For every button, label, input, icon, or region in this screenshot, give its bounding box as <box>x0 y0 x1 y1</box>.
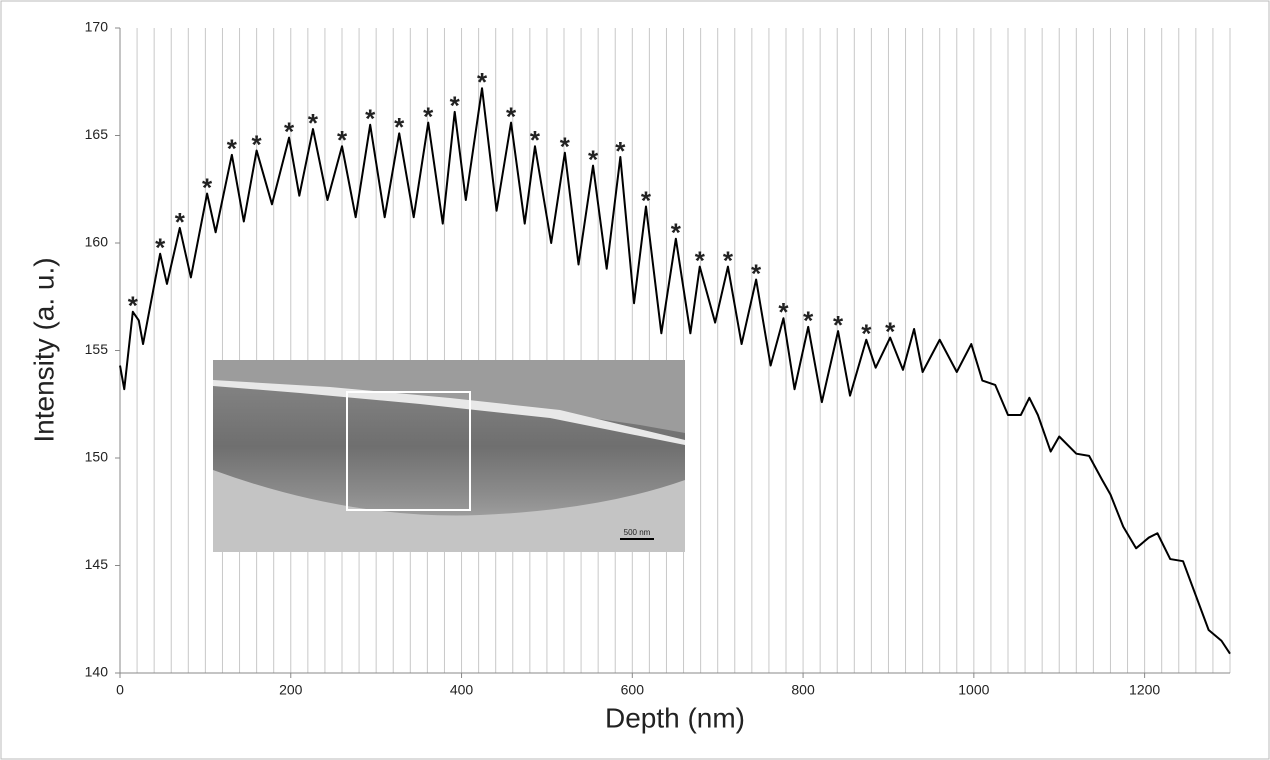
peak-marker: * <box>588 144 599 174</box>
peak-marker: * <box>723 246 734 276</box>
peak-marker: * <box>450 91 461 121</box>
y-tick-label: 145 <box>85 556 109 572</box>
peak-marker: * <box>615 136 626 166</box>
peak-marker: * <box>530 125 541 155</box>
peak-marker: * <box>252 129 263 159</box>
peak-marker: * <box>202 172 213 202</box>
peak-marker: * <box>423 101 434 131</box>
x-tick-label: 0 <box>116 682 124 698</box>
peak-marker: * <box>803 306 814 336</box>
y-tick-label: 150 <box>85 449 109 465</box>
peak-marker: * <box>477 67 488 97</box>
x-tick-label: 400 <box>450 682 474 698</box>
peak-marker: * <box>751 258 762 288</box>
peak-marker: * <box>337 125 348 155</box>
y-axis-label: Intensity (a. u.) <box>28 257 59 442</box>
y-tick-label: 140 <box>85 664 109 680</box>
peak-marker: * <box>778 297 789 327</box>
peak-marker: * <box>671 218 682 248</box>
y-tick-label: 170 <box>85 19 109 35</box>
peak-marker: * <box>284 117 295 147</box>
peak-marker: * <box>308 108 319 138</box>
x-tick-label: 200 <box>279 682 303 698</box>
peak-marker: * <box>155 233 166 263</box>
inset-image: 500 nm <box>213 360 685 552</box>
x-tick-label: 1000 <box>958 682 989 698</box>
y-tick-label: 165 <box>85 126 109 142</box>
peak-marker: * <box>227 134 238 164</box>
peak-marker: * <box>365 104 376 134</box>
x-tick-label: 800 <box>791 682 815 698</box>
peak-marker: * <box>833 310 844 340</box>
peak-marker: * <box>560 132 571 162</box>
peak-marker: * <box>394 112 405 142</box>
peak-marker: * <box>641 185 652 215</box>
x-tick-label: 600 <box>621 682 645 698</box>
peak-marker: * <box>885 316 896 346</box>
data-line <box>119 87 1231 655</box>
y-tick-label: 160 <box>85 234 109 250</box>
peak-marker: * <box>861 319 872 349</box>
peak-marker: * <box>128 291 139 321</box>
peak-marker: * <box>695 246 706 276</box>
x-tick-label: 1200 <box>1129 682 1160 698</box>
scale-label: 500 nm <box>624 528 651 537</box>
peak-marker: * <box>506 101 517 131</box>
peak-marker: * <box>175 207 186 237</box>
y-tick-label: 155 <box>85 341 109 357</box>
x-axis-label: Depth (nm) <box>605 702 745 733</box>
